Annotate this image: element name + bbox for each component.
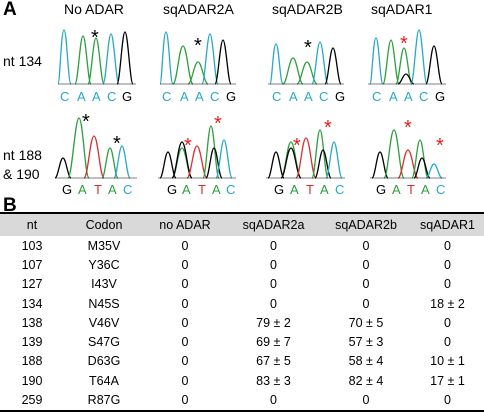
svg-text:C: C bbox=[419, 89, 428, 104]
svg-text:A: A bbox=[392, 182, 401, 197]
svg-text:T: T bbox=[407, 182, 415, 197]
svg-text:G: G bbox=[435, 89, 445, 104]
panel-a-letter: A bbox=[3, 0, 17, 20]
svg-text:A: A bbox=[320, 182, 329, 197]
svg-text:G: G bbox=[62, 182, 72, 197]
svg-text:G: G bbox=[226, 89, 236, 104]
chromatogram-row2-sqadar2b bbox=[266, 129, 345, 179]
base-calls-row1-sqadar2b: C A A C G bbox=[272, 89, 345, 104]
chromatogram-row1-sqadar1 bbox=[368, 29, 446, 85]
svg-text:A: A bbox=[290, 182, 299, 197]
star-red-row2-sqadar2b-188: * bbox=[293, 135, 301, 157]
header-sqadar2b: sqADAR2b bbox=[321, 212, 411, 236]
chromatogram-row1-no-adar bbox=[57, 29, 136, 85]
column-title-sqadar2b: sqADAR2B bbox=[272, 1, 343, 17]
svg-text:A: A bbox=[289, 89, 298, 104]
table-row: 134 N45S 0 0 0 18 ± 2 bbox=[21, 296, 465, 311]
base-calls-row1-sqadar2a: C A A C G bbox=[162, 89, 236, 104]
svg-text:T: T bbox=[198, 182, 206, 197]
panel-b-letter: B bbox=[3, 195, 17, 216]
base-calls-row2-no-adar: G A T A C bbox=[62, 182, 132, 197]
star-black-row1-no-adar: * bbox=[91, 27, 99, 49]
svg-text:A: A bbox=[404, 89, 413, 104]
chromatogram-row1-sqadar2b bbox=[268, 41, 344, 85]
star-black-row1-sqadar2a: * bbox=[194, 35, 202, 57]
star-red-row2-sqadar1-188: * bbox=[404, 117, 412, 139]
star-black-row1-sqadar2b: * bbox=[304, 37, 312, 59]
table-row: 107 Y36C 0 0 0 0 bbox=[21, 257, 451, 272]
table-row: 190 T64A 0 83 ± 3 82 ± 4 17 ± 1 bbox=[21, 373, 465, 388]
svg-text:A: A bbox=[195, 89, 204, 104]
svg-text:C: C bbox=[107, 89, 116, 104]
svg-text:C: C bbox=[210, 89, 219, 104]
table-row: 188 D63G 0 67 ± 5 58 ± 4 10 ± 1 bbox=[21, 354, 465, 369]
star-red-row2-sqadar2b-190: * bbox=[324, 117, 332, 139]
svg-text:A: A bbox=[180, 89, 189, 104]
svg-text:G: G bbox=[376, 182, 386, 197]
svg-text:A: A bbox=[77, 89, 86, 104]
svg-text:C: C bbox=[436, 182, 445, 197]
svg-text:A: A bbox=[389, 89, 398, 104]
svg-text:C: C bbox=[335, 182, 344, 197]
header-codon: Codon bbox=[64, 212, 144, 236]
svg-text:C: C bbox=[60, 89, 69, 104]
svg-text:A: A bbox=[78, 182, 87, 197]
chromatogram-row2-sqadar1 bbox=[370, 129, 446, 179]
base-calls-row1-sqadar1: C A A C G bbox=[372, 89, 445, 104]
table-row: 127 I43V 0 0 0 0 bbox=[21, 277, 451, 292]
star-red-row2-sqadar1-190: * bbox=[436, 135, 444, 157]
svg-text:A: A bbox=[108, 182, 117, 197]
svg-text:A: A bbox=[304, 89, 313, 104]
base-calls-row2-sqadar2a: G A T A C bbox=[167, 182, 235, 197]
svg-text:A: A bbox=[92, 89, 101, 104]
chromatogram-panel: * * * * C A A C G C A A C G C A A C G C … bbox=[54, 27, 446, 197]
chromatogram-row2-no-adar bbox=[54, 117, 137, 179]
star-black-row2-no-adar-190: * bbox=[113, 133, 121, 155]
svg-text:A: A bbox=[182, 182, 191, 197]
chromatogram-row1-sqadar2a bbox=[159, 31, 236, 85]
editing-table: nt Codon no ADAR sqADAR2a sqADAR2b sqADA… bbox=[0, 212, 484, 412]
star-red-row2-sqadar2a-188: * bbox=[184, 135, 192, 157]
row-label-nt188-190: nt 188 & 190 bbox=[3, 147, 42, 182]
star-red-row1-sqadar1: * bbox=[400, 33, 408, 55]
base-calls-row2-sqadar2b: G A T A C bbox=[274, 182, 344, 197]
header-nt: nt bbox=[0, 212, 64, 236]
header-sqadar2a: sqADAR2a bbox=[226, 212, 321, 236]
chromatogram-row2-sqadar2a bbox=[158, 125, 236, 179]
svg-text:C: C bbox=[226, 182, 235, 197]
row-label-nt134: nt 134 bbox=[3, 53, 42, 69]
column-title-no-adar: No ADAR bbox=[64, 1, 124, 17]
header-sqadar1: sqADAR1 bbox=[411, 212, 484, 236]
svg-text:G: G bbox=[122, 89, 132, 104]
table-row: 103 M35V 0 0 0 0 bbox=[21, 238, 451, 253]
column-title-sqadar1: sqADAR1 bbox=[371, 1, 433, 17]
table-header-row: nt Codon no ADAR sqADAR2a sqADAR2b sqADA… bbox=[0, 212, 484, 236]
svg-text:T: T bbox=[306, 182, 314, 197]
table-row: 259 R87G 0 0 0 0 bbox=[0, 390, 484, 412]
svg-text:C: C bbox=[372, 89, 381, 104]
star-red-row2-sqadar2a-190: * bbox=[214, 113, 222, 135]
svg-text:C: C bbox=[272, 89, 281, 104]
base-calls-row1-no-adar: C A A C G bbox=[60, 89, 132, 104]
svg-text:A: A bbox=[421, 182, 430, 197]
svg-text:A: A bbox=[212, 182, 221, 197]
svg-text:T: T bbox=[94, 182, 102, 197]
svg-text:C: C bbox=[319, 89, 328, 104]
base-calls-row2-sqadar1: G A T A C bbox=[376, 182, 445, 197]
svg-text:G: G bbox=[335, 89, 345, 104]
svg-text:C: C bbox=[123, 182, 132, 197]
svg-text:G: G bbox=[274, 182, 284, 197]
svg-text:G: G bbox=[167, 182, 177, 197]
header-no-adar: no ADAR bbox=[144, 212, 226, 236]
svg-text:C: C bbox=[162, 89, 171, 104]
column-title-sqadar2a: sqADAR2A bbox=[163, 1, 234, 17]
star-black-row2-no-adar-188: * bbox=[82, 111, 90, 133]
